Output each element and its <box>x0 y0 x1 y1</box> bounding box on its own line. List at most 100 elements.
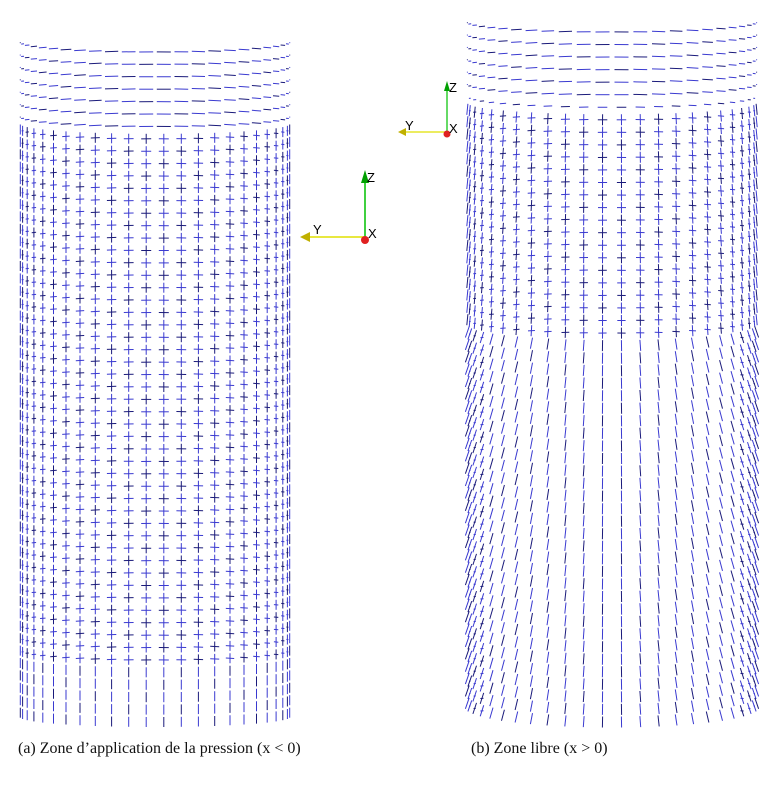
glyph <box>74 123 86 126</box>
glyph <box>479 394 485 406</box>
glyph <box>674 501 678 513</box>
glyph <box>691 437 695 449</box>
glyph <box>489 358 494 370</box>
glyph <box>739 680 745 692</box>
glyph <box>488 101 495 104</box>
glyph <box>38 59 47 61</box>
glyph <box>731 221 734 233</box>
glyph <box>208 87 222 89</box>
glyph <box>48 72 59 75</box>
glyph <box>753 266 756 278</box>
glyph <box>564 389 567 401</box>
glyph <box>755 264 758 276</box>
glyph <box>468 204 471 216</box>
glyph <box>479 369 485 381</box>
glyph <box>706 236 709 248</box>
glyph <box>754 623 760 635</box>
glyph <box>490 321 493 333</box>
glyph <box>489 383 494 395</box>
glyph <box>481 195 483 207</box>
glyph <box>582 452 585 464</box>
glyph <box>754 549 760 561</box>
glyph <box>747 640 752 652</box>
glyph <box>546 651 550 663</box>
glyph <box>639 603 642 615</box>
glyph <box>751 551 757 563</box>
glyph <box>525 29 538 32</box>
glyph <box>489 582 494 595</box>
glyph <box>747 404 752 416</box>
glyph <box>675 163 677 175</box>
glyph <box>669 80 683 82</box>
glyph <box>751 563 757 576</box>
glyph <box>675 200 677 212</box>
glyph <box>515 311 518 323</box>
glyph <box>739 705 745 717</box>
glyph <box>546 426 550 438</box>
glyph <box>751 613 757 625</box>
glyph <box>754 400 760 412</box>
glyph <box>514 698 519 711</box>
origin <box>361 236 369 244</box>
glyph <box>479 344 485 356</box>
glyph <box>473 230 476 242</box>
glyph <box>755 190 758 202</box>
glyph <box>30 95 38 97</box>
glyph <box>464 660 470 672</box>
glyph <box>719 572 723 584</box>
glyph <box>755 314 758 326</box>
glyph <box>472 491 477 503</box>
glyph <box>748 143 751 155</box>
glyph <box>489 670 494 682</box>
glyph <box>691 387 695 399</box>
glyph <box>719 622 723 634</box>
glyph <box>754 524 760 536</box>
glyph <box>529 487 533 499</box>
glyph <box>751 514 757 526</box>
glyph <box>501 459 505 472</box>
glyph <box>674 676 678 688</box>
glyph <box>728 51 737 54</box>
glyph <box>529 675 533 687</box>
glyph <box>38 121 47 123</box>
glyph <box>730 645 735 657</box>
glyph <box>639 628 642 640</box>
glyph <box>481 307 483 319</box>
glyph <box>546 351 550 363</box>
glyph <box>747 49 752 51</box>
glyph <box>674 701 678 713</box>
glyph <box>502 110 504 122</box>
glyph <box>238 123 250 125</box>
glyph <box>751 539 757 551</box>
glyph <box>472 665 477 677</box>
glyph <box>753 117 756 129</box>
glyph <box>564 715 567 727</box>
glyph <box>719 459 723 472</box>
glyph <box>501 684 505 696</box>
glyph <box>705 686 710 698</box>
glyph <box>691 362 695 374</box>
glyph <box>674 513 678 526</box>
glyph <box>514 711 519 723</box>
glyph <box>481 120 483 132</box>
glyph <box>472 566 477 578</box>
glyph <box>754 598 760 610</box>
glyph <box>490 159 493 171</box>
glyph <box>748 305 751 317</box>
glyph <box>60 48 72 51</box>
glyph <box>691 475 695 487</box>
glyph <box>754 685 760 697</box>
glyph <box>691 675 695 687</box>
glyph <box>472 615 477 628</box>
glyph <box>754 648 760 660</box>
glyph <box>720 260 722 272</box>
glyph <box>48 122 59 124</box>
glyph <box>467 514 473 526</box>
glyph <box>514 598 519 611</box>
glyph <box>728 39 737 41</box>
glyph <box>88 99 102 102</box>
glyph <box>468 241 471 253</box>
glyph <box>464 561 470 573</box>
glyph <box>674 664 678 676</box>
glyph <box>741 157 743 169</box>
